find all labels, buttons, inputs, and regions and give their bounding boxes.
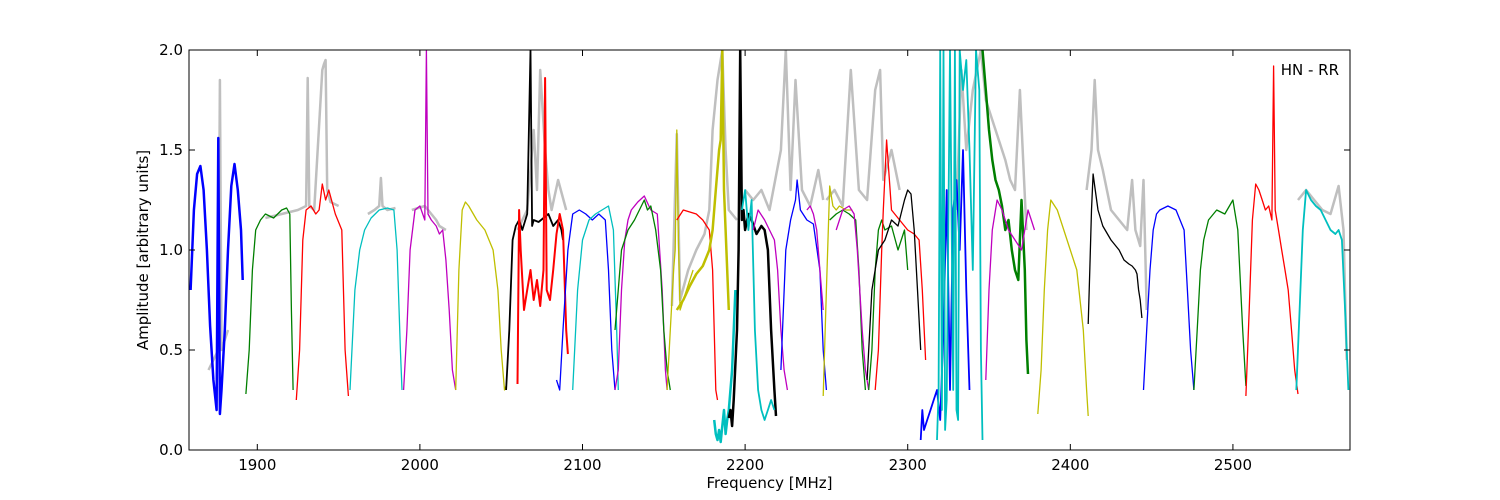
x-tick-label: 2500 <box>1214 456 1252 474</box>
series-line-blue-11 <box>189 136 244 416</box>
series-line-red-24 <box>676 209 719 401</box>
series-line-gray-4 <box>516 68 568 231</box>
y-tick-label: 0.5 <box>159 341 183 359</box>
series-line-yellow-42 <box>1037 199 1089 417</box>
series-line-yellow-25 <box>675 50 731 311</box>
series-line-cyan-20 <box>572 205 619 391</box>
series-line-green-33 <box>829 209 867 391</box>
x-tick-label: 2200 <box>726 456 764 474</box>
series-line-gray-6 <box>744 50 825 212</box>
series-line-magenta-34 <box>835 205 870 391</box>
series-line-red-13 <box>295 183 350 401</box>
plot-background <box>189 50 1350 450</box>
series-line-cyan-28 <box>741 189 776 421</box>
series-line-green-12 <box>245 207 294 395</box>
series-line-red-46 <box>1245 65 1299 397</box>
series-line-magenta-29 <box>752 209 789 391</box>
series-line-blue-19 <box>555 209 616 391</box>
y-tick-label: 1.0 <box>159 241 183 259</box>
series-line-magenta-31 <box>806 205 824 311</box>
series-layer <box>189 50 1350 444</box>
y-tick-label: 2.0 <box>159 41 183 59</box>
x-tick-label: 2400 <box>1051 456 1089 474</box>
series-line-black-27 <box>727 50 778 428</box>
series-line-cyan-47 <box>1295 189 1350 391</box>
series-line-black-37 <box>866 189 922 381</box>
series-line-gray-8 <box>955 50 1028 231</box>
series-line-gray-9 <box>1085 78 1148 311</box>
series-line-gray-0 <box>265 58 340 220</box>
series-line-magenta-41 <box>985 199 1036 381</box>
series-line-red-18 <box>516 77 569 385</box>
plot-annotation: HN - RR <box>1281 61 1339 79</box>
series-line-cyan-39 <box>936 50 984 441</box>
series-line-green-22 <box>614 199 671 391</box>
series-line-gray-7 <box>825 68 901 208</box>
series-line-yellow-23 <box>666 129 694 391</box>
series-line-green-45 <box>1193 199 1247 391</box>
series-line-blue-44 <box>1142 205 1195 391</box>
x-tick-label: 2000 <box>401 456 439 474</box>
ticks-layer: 1900 2000 2100 2200 2300 2400 2500 0.0 0.5 1.0 1.5… <box>159 41 1350 474</box>
series-line-blue-38 <box>919 149 971 441</box>
y-tick-label: 0.0 <box>159 441 183 459</box>
series-line-magenta-15 <box>402 50 457 391</box>
series-line-gray-2 <box>367 176 396 216</box>
series-line-black-17 <box>505 50 564 391</box>
series-line-red-36 <box>874 139 927 391</box>
y-tick-label: 1.5 <box>159 141 183 159</box>
y-axis-label: Amplitude [arbitrary units] <box>134 150 152 350</box>
series-line-cyan-14 <box>349 207 403 391</box>
x-tick-label: 1900 <box>238 456 276 474</box>
series-line-blue-30 <box>780 179 828 391</box>
x-tick-label: 2100 <box>563 456 601 474</box>
x-tick-label: 2300 <box>889 456 927 474</box>
series-line-yellow-16 <box>455 201 507 391</box>
x-axis-label: Frequency [MHz] <box>706 474 832 492</box>
series-line-black-43 <box>1087 173 1143 325</box>
series-line-cyan-26 <box>712 289 737 444</box>
